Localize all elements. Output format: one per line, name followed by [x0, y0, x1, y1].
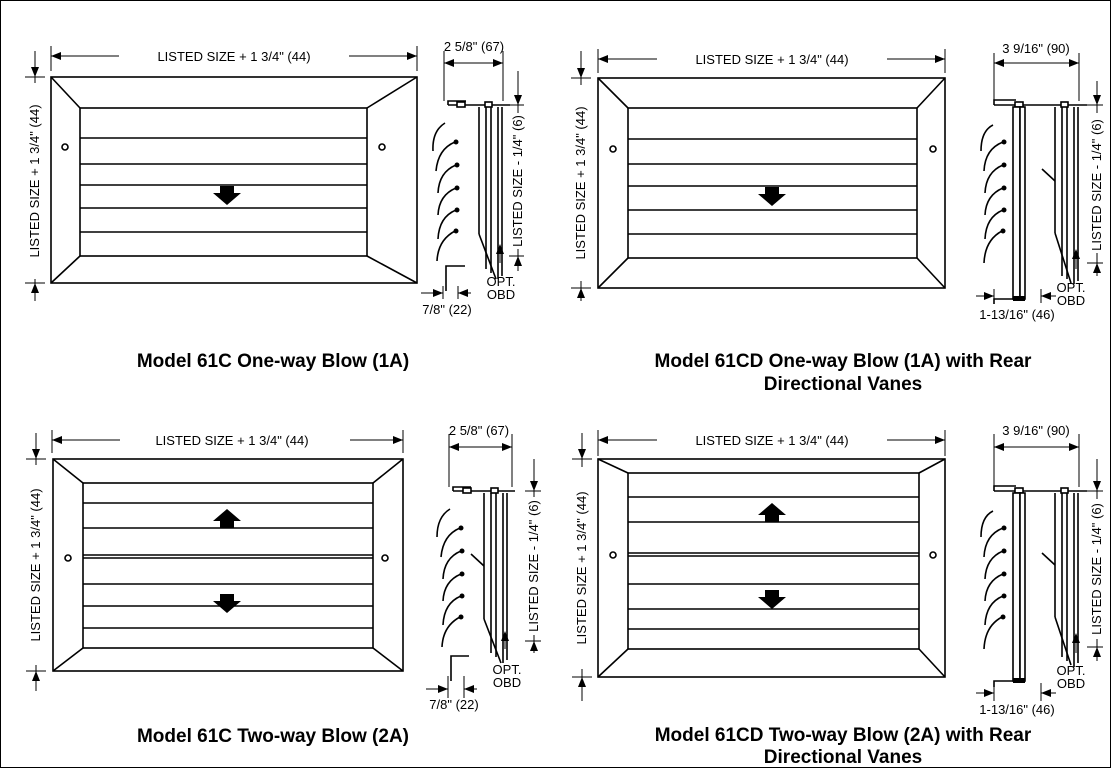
width-label: LISTED SIZE + 1 3/4" (44) [155, 433, 308, 448]
airflow-arrow-down-icon [213, 186, 241, 205]
mounting-hole [64, 554, 72, 562]
flange-label: 7/8" (22) [429, 697, 478, 712]
airflow-arrow-up-icon [758, 503, 786, 522]
side-section: 2 5/8" (67) [421, 39, 528, 317]
model-title-line2: Directional Vanes [764, 374, 922, 395]
panel-61c-two-way: LISTED SIZE + 1 3/4" (44) LISTED SIZE + … [26, 423, 543, 747]
model-title: Model 61C One-way Blow (1A) [137, 351, 409, 372]
width-label: LISTED SIZE + 1 3/4" (44) [695, 433, 848, 448]
height-label: LISTED SIZE + 1 3/4" (44) [573, 106, 588, 259]
model-title-line1: Model 61CD Two-way Blow (2A) with Rear [655, 725, 1032, 746]
obd-label: OBD [487, 287, 515, 302]
height-label: LISTED SIZE + 1 3/4" (44) [28, 488, 43, 641]
grille-face [597, 458, 946, 678]
grille-face [50, 76, 418, 284]
airflow-arrow-down-icon [758, 590, 786, 609]
model-title-line1: Model 61CD One-way Blow (1A) with Rear [655, 351, 1032, 372]
panel-61c-one-way: LISTED SIZE + 1 3/4" (44) LISTED SIZE + … [25, 39, 528, 372]
depth-label: 2 5/8" (67) [444, 39, 504, 54]
height-label: LISTED SIZE + 1 3/4" (44) [27, 104, 42, 257]
mounting-hole [378, 143, 386, 151]
mounting-hole [929, 551, 937, 559]
depth-label: 3 9/16" (90) [1002, 41, 1070, 56]
airflow-arrow-down-icon [758, 187, 786, 206]
grille-face [52, 458, 404, 672]
airflow-arrow-down-icon [213, 594, 241, 613]
opt-label: OPT. [487, 274, 516, 289]
mounting-hole [61, 143, 69, 151]
obd-label: OBD [1057, 676, 1085, 691]
panel-61cd-one-way: LISTED SIZE + 1 3/4" (44) LISTED SIZE + … [571, 41, 1106, 395]
mounting-hole [929, 145, 937, 153]
opt-label: OPT. [493, 662, 522, 677]
mounting-hole [609, 551, 617, 559]
side-label: LISTED SIZE - 1/4" (6) [1089, 119, 1104, 251]
grille-face [597, 77, 946, 289]
airflow-arrow-up-icon [213, 509, 241, 528]
side-section: 3 9/16" (90) [976, 41, 1106, 322]
side-label: LISTED SIZE - 1/4" (6) [1089, 503, 1104, 635]
model-title: Model 61C Two-way Blow (2A) [137, 726, 409, 747]
side-section: 3 9/16" (90) [976, 423, 1106, 717]
height-label: LISTED SIZE + 1 3/4" (44) [574, 491, 589, 644]
obd-label: OBD [493, 675, 521, 690]
panel-61cd-two-way: LISTED SIZE + 1 3/4" (44) LISTED SIZE + … [572, 423, 1106, 767]
opt-label: OPT. [1057, 280, 1086, 295]
flange-label: 1-13/16" (46) [979, 307, 1054, 322]
depth-label: 2 5/8" (67) [449, 423, 509, 438]
side-label: LISTED SIZE - 1/4" (6) [510, 115, 525, 247]
mounting-hole [609, 145, 617, 153]
width-label: LISTED SIZE + 1 3/4" (44) [695, 52, 848, 67]
side-section: 2 5/8" (67) [426, 423, 543, 712]
obd-label: OBD [1057, 293, 1085, 308]
depth-label: 3 9/16" (90) [1002, 423, 1070, 438]
model-title-line2: Directional Vanes [764, 747, 922, 767]
flange-label: 1-13/16" (46) [979, 702, 1054, 717]
flange-label: 7/8" (22) [422, 302, 471, 317]
mounting-hole [381, 554, 389, 562]
opt-label: OPT. [1057, 663, 1086, 678]
side-label: LISTED SIZE - 1/4" (6) [526, 500, 541, 632]
width-label: LISTED SIZE + 1 3/4" (44) [157, 49, 310, 64]
